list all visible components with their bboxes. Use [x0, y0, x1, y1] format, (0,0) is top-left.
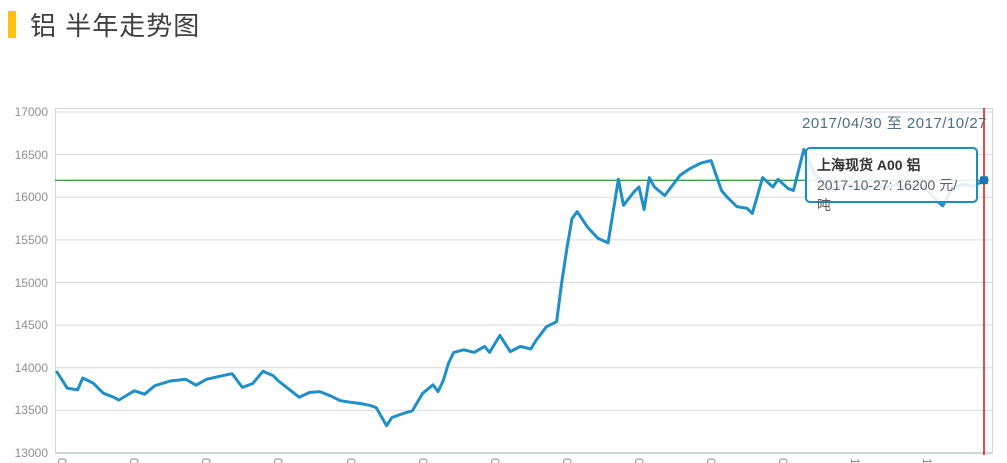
- tooltip: 上海现货 A00 铝 2017-10-27: 16200 元/吨: [805, 147, 978, 213]
- plot-frame: [55, 108, 993, 454]
- title-accent-bar: [8, 11, 16, 38]
- last-point-marker: [980, 176, 988, 185]
- price-chart[interactable]: 2017/04/30 至 2017/10/27 17000 16500 16000 1…: [0, 50, 1007, 463]
- y-axis-label: 13500: [14, 403, 48, 418]
- x-axis-label: 07-24: [488, 458, 502, 463]
- date-range-label: 2017/04/30 至 2017/10/27: [802, 115, 987, 132]
- x-axis-label: 05-1: [55, 458, 69, 463]
- page-header: 铝 半年走势图: [8, 6, 200, 43]
- y-axis-label: 15500: [14, 232, 48, 247]
- x-axis-label: 07-10: [416, 458, 430, 463]
- x-axis-label: 09-18: [776, 458, 790, 463]
- page-title: 铝 半年走势图: [30, 11, 201, 41]
- x-axis-label: 05-29: [199, 458, 213, 463]
- y-axis-label: 14500: [14, 318, 48, 333]
- x-axis-label: 08-21: [632, 458, 646, 463]
- x-axis-label: 06-26: [344, 458, 358, 463]
- tooltip-value-line: 2017-10-27: 16200 元/吨: [817, 177, 958, 213]
- y-axis-label: 14000: [14, 360, 48, 375]
- x-axis-label: 05-15: [127, 458, 141, 463]
- y-axis-label: 15000: [14, 275, 48, 290]
- tooltip-series-title: 上海现货 A00 铝: [817, 157, 921, 173]
- x-axis-label: 10-16: [920, 458, 934, 463]
- x-axis-label: 09-4: [704, 458, 718, 463]
- x-axis-label: 06-12: [271, 458, 285, 463]
- x-axis-label: 10-2: [848, 458, 862, 463]
- y-axis-label: 17000: [14, 105, 48, 119]
- y-axis-label: 16000: [14, 190, 48, 205]
- x-axis-label: 08-7: [560, 458, 574, 463]
- y-axis-label: 13000: [14, 446, 48, 460]
- y-axis-label: 16500: [14, 147, 48, 162]
